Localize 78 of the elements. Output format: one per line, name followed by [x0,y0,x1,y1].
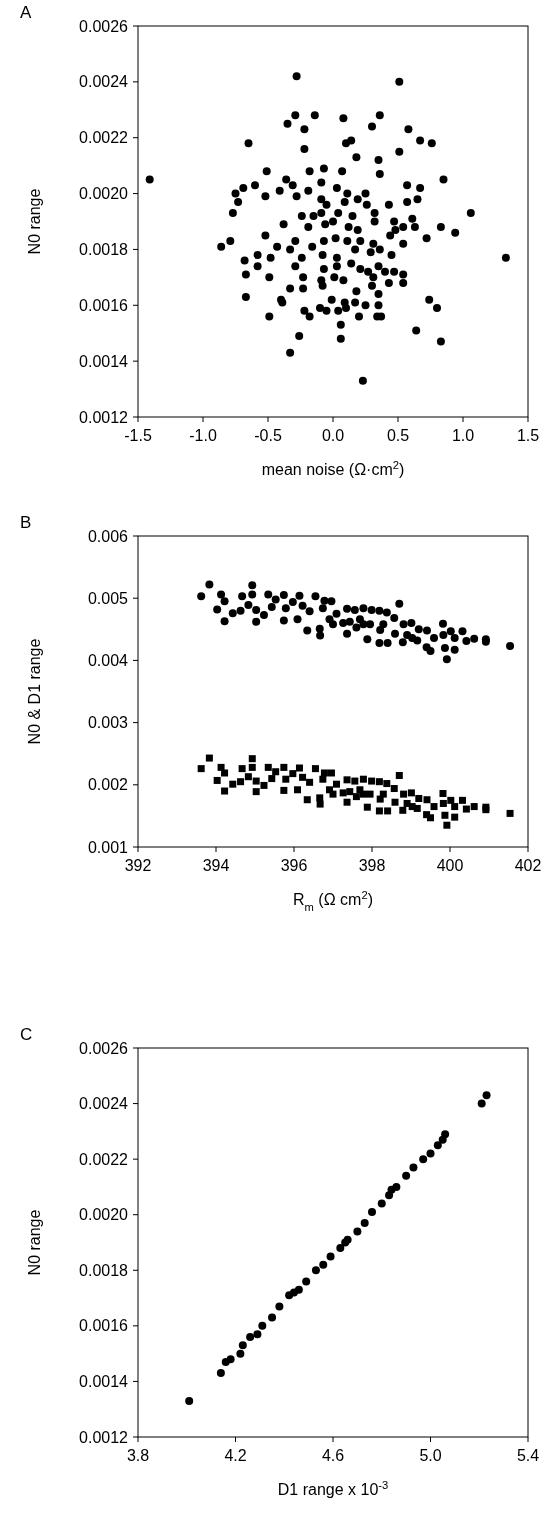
y-tick-label: 0.0014 [79,1373,129,1391]
point [275,1302,284,1311]
point [409,1163,418,1172]
x-axis-title: D1 range x 10$^{-3}$ [277,1479,389,1498]
chart-title: B [20,513,32,532]
x-tick-label: 1.0 [451,427,475,444]
x-tick-label: 0.5 [386,427,410,444]
point [482,1091,491,1100]
point [336,1244,345,1253]
y-tick-label: 0.0018 [79,241,129,259]
point [377,1199,386,1208]
point [368,1207,376,1216]
point [402,1171,411,1180]
x-tick-label: -0.5 [254,427,282,444]
x-tick-label: 400 [436,857,464,874]
point [360,1219,369,1228]
y-tick-label: 0.006 [87,527,129,545]
point [353,1227,362,1236]
x-tick-label: 396 [280,857,308,874]
x-tick-label: 402 [514,857,542,874]
x-tick-label: 5.4 [516,1447,540,1464]
y-tick-label: 0.0018 [79,1261,129,1279]
y-tick-label: 0.0024 [79,1095,129,1113]
y-tick-label: 0.001 [87,838,129,856]
y-tick-label: 0.003 [87,714,129,732]
x-tick-label: -1.5 [124,427,152,444]
point [258,1321,267,1330]
y-tick-label: 0.0012 [79,408,129,426]
x-tick-label: 5.0 [419,1447,442,1464]
point [238,1341,247,1350]
x-tick-label: 3.8 [126,1447,150,1464]
y-tick-label: 0.0020 [79,185,129,203]
point [236,1349,245,1358]
y-tick-label: 0.005 [87,589,129,607]
point [433,1141,442,1150]
x-tick-label: 0.0 [321,427,345,444]
x-tick-label: 1.5 [516,427,540,444]
point [477,1099,486,1108]
x-tick-label: 4.2 [224,1447,247,1464]
y-tick-label: 0.0020 [79,1206,129,1224]
y-tick-label: 0.0022 [79,129,129,147]
x-tick-label: 392 [124,857,152,874]
point [226,1355,235,1364]
chart-title: C [20,1025,33,1044]
point [185,1396,194,1405]
x-axis-title: mean noise (Ω·cm$^{2}$) [261,459,405,478]
point [216,1369,225,1378]
y-tick-label: 0.0024 [79,73,129,91]
point [326,1252,335,1261]
point [253,1330,262,1339]
y-tick-label: 0.002 [87,776,129,794]
point [311,1266,320,1275]
point [268,1313,277,1322]
y-tick-label: 0.0012 [79,1428,129,1446]
point [441,1130,450,1139]
y-tick-label: 0.0022 [79,1150,129,1168]
x-tick-label: 4.6 [321,1447,345,1464]
point [426,1149,435,1158]
y-tick-label: 0.0026 [79,17,129,35]
point [302,1277,311,1286]
point [319,1260,328,1269]
y-tick-label: 0.0026 [79,1039,129,1057]
y-tick-label: 0.0014 [79,352,129,370]
point [246,1332,255,1341]
y-tick-label: 0.0016 [79,296,129,314]
x-tick-label: 398 [358,857,386,874]
y-axis-title: N0 & D1 range [26,638,43,745]
y-axis-title: N0 range [26,1209,43,1276]
chart-title: A [20,3,32,22]
x-tick-label: -1.0 [189,427,217,444]
y-axis-title: N0 range [26,188,43,255]
y-tick-label: 0.004 [87,652,129,669]
x-tick-label: 394 [202,857,230,874]
point [419,1155,428,1164]
point [392,1182,401,1191]
x-axis-title: R$_{m}$ (Ω cm$^{2}$) [293,889,373,913]
y-tick-label: 0.0016 [79,1317,129,1335]
point [294,1285,303,1294]
